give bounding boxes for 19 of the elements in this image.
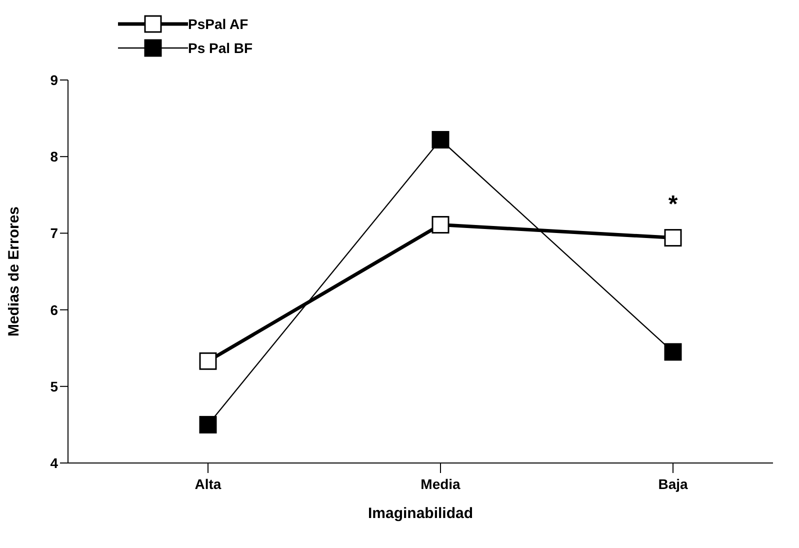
x-tick-label: Media — [420, 476, 461, 492]
point — [199, 416, 217, 434]
legend-label: Ps Pal BF — [188, 40, 253, 56]
legend-label: PsPal AF — [188, 16, 248, 32]
point — [664, 343, 682, 361]
point — [664, 229, 682, 247]
y-tick-label: 7 — [50, 225, 58, 242]
y-tick-label: 5 — [50, 378, 58, 394]
point — [199, 352, 217, 370]
point — [432, 216, 450, 234]
y-tick-label: 4 — [50, 454, 58, 471]
y-tick-label: 9 — [50, 72, 58, 88]
x-axis-title: Imaginabilidad — [368, 505, 474, 522]
annotation: * — [668, 190, 678, 218]
y-tick-label: 8 — [50, 148, 58, 165]
y-tick-label: 6 — [50, 302, 58, 318]
point — [432, 131, 450, 148]
x-tick-label: Alta — [194, 476, 222, 492]
x-tick-label: Baja — [658, 476, 688, 492]
